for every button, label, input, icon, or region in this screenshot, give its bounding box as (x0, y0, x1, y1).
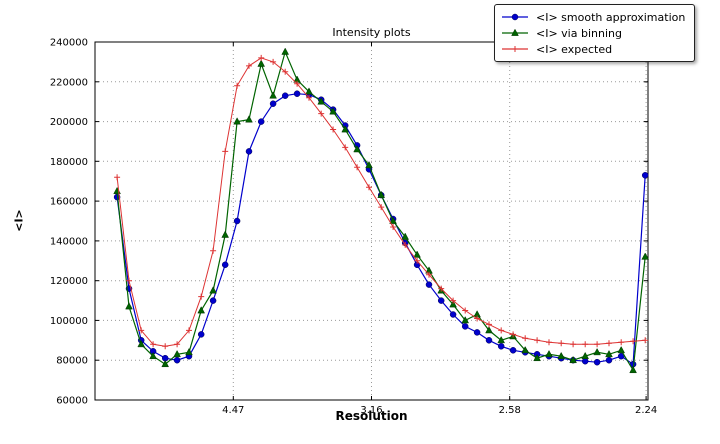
legend-plus-marker-icon (502, 46, 528, 52)
svg-text:4.47: 4.47 (222, 405, 244, 416)
y-axis-label: <I> (12, 209, 26, 232)
svg-text:120000: 120000 (50, 276, 88, 287)
legend-item-expected: <I> expected (500, 41, 685, 57)
svg-text:180000: 180000 (50, 157, 88, 168)
svg-text:240000: 240000 (50, 38, 88, 49)
svg-text:2.58: 2.58 (499, 405, 521, 416)
legend: <I> smooth approximation <I> via binning… (494, 4, 696, 62)
svg-text:80000: 80000 (56, 356, 88, 367)
svg-text:100000: 100000 (50, 316, 88, 327)
legend-label: <I> via binning (536, 26, 622, 40)
chart-title: Intensity plots (332, 26, 411, 39)
svg-text:140000: 140000 (50, 236, 88, 247)
svg-text:160000: 160000 (50, 197, 88, 208)
svg-text:60000: 60000 (56, 396, 88, 407)
svg-text:200000: 200000 (50, 117, 88, 128)
svg-text:3.16: 3.16 (360, 405, 382, 416)
legend-label: <I> smooth approximation (536, 10, 686, 24)
svg-text:2.24: 2.24 (635, 405, 657, 416)
svg-text:220000: 220000 (50, 77, 88, 88)
legend-circle-marker-icon (502, 13, 528, 21)
legend-item-smooth-approximation: <I> smooth approximation (500, 9, 685, 25)
x-axis-label: Resolution (335, 409, 408, 423)
legend-item-via-binning: <I> via binning (500, 25, 685, 41)
legend-label: <I> expected (536, 42, 613, 56)
legend-triangle-marker-icon (502, 28, 528, 36)
